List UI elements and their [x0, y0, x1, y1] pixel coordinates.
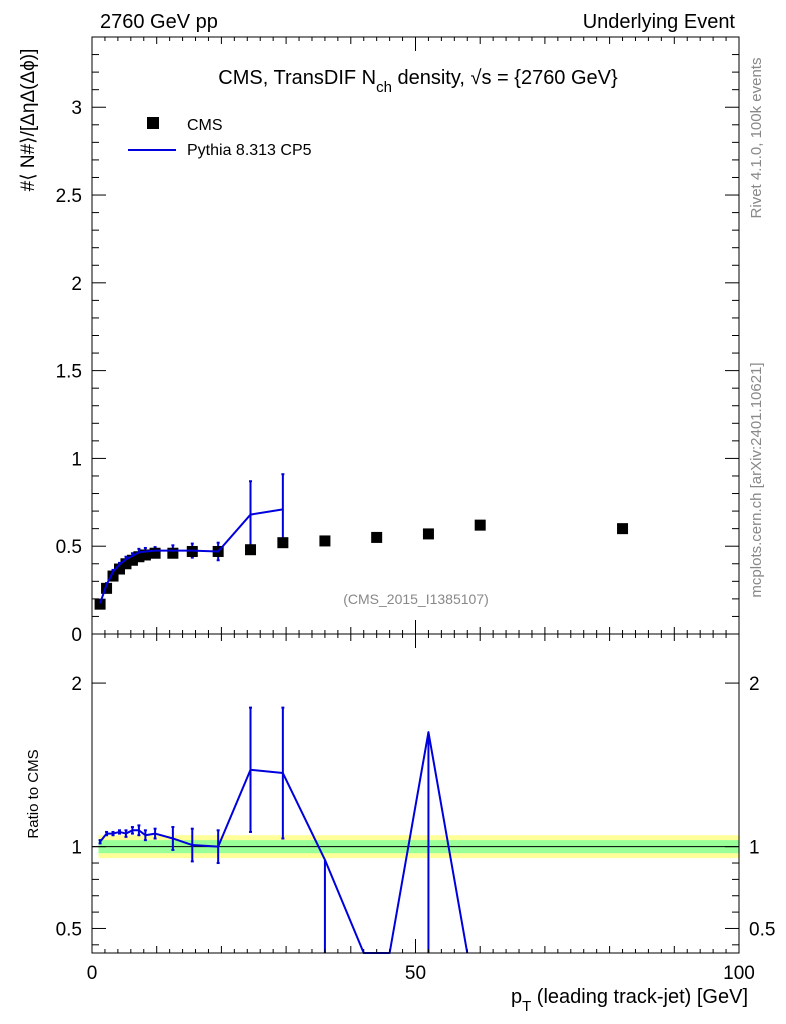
cms-data-point: [149, 547, 161, 559]
cms-data-point: [94, 598, 106, 610]
main-y-tick-label: 3: [71, 98, 82, 119]
ratio-data-marks: [98, 706, 469, 954]
analysis-watermark: (CMS_2015_I1385107): [343, 591, 489, 607]
ratio-y-tick-label-right: 2: [749, 674, 760, 695]
x-tick-label: 100: [723, 963, 755, 984]
header-right-label: Underlying Event: [583, 11, 736, 33]
cms-data-point: [245, 544, 257, 556]
main-y-tick-label: 0.5: [56, 537, 82, 558]
legend-cms-label: CMS: [187, 117, 223, 134]
ratio-plot-frame: [91, 633, 740, 954]
cms-data-point: [133, 551, 145, 563]
main-y-tick-label: 2: [71, 274, 82, 295]
cms-data-point: [474, 519, 486, 531]
cms-data-point: [617, 523, 629, 535]
ratio-plot-panel: 0.5 0.5 1 1 2 2 0 50 100 Ratio to CMS pT (leadin…: [25, 633, 776, 1015]
main-plot-panel: 0 0.5 1 1.5 2 2.5 3 (CMS_2015_I1385107) CMS, T…: [18, 36, 740, 646]
x-tick-label: 50: [405, 963, 426, 984]
ratio-y-tick-label-left: 1: [71, 838, 82, 859]
legend: CMS Pythia 8.313 CP5: [128, 117, 312, 159]
cms-data-point: [101, 582, 113, 594]
main-axis-ticks: [91, 37, 740, 635]
cms-data-point: [319, 535, 331, 547]
ratio-y-tick-label-left: 0.5: [56, 919, 82, 940]
x-axis-label-main: p: [511, 986, 522, 1008]
main-data-marks: [94, 473, 629, 610]
mcplots-label: mcplots.cern.ch [arXiv:2401.10621]: [748, 362, 765, 597]
cms-data-point: [120, 558, 132, 570]
chart-title: CMS, TransDIF Nch density, √s = {2760 Ge…: [218, 67, 618, 96]
cms-data-point: [371, 531, 383, 543]
main-y-tick-label: 1.5: [56, 362, 82, 383]
legend-pythia-label: Pythia 8.313 CP5: [187, 142, 312, 159]
ratio-tick-labels: 0.5 0.5 1 1 2 2 0 50 100: [56, 674, 776, 984]
x-axis-label: pT (leading track-jet) [GeV]: [511, 986, 748, 1015]
x-tick-label: 0: [87, 963, 98, 984]
ratio-y-tick-label-left: 2: [71, 674, 82, 695]
cms-data-point: [167, 547, 179, 559]
x-axis-label-tail: (leading track-jet) [GeV]: [531, 986, 748, 1008]
cms-data-point: [422, 528, 434, 540]
chart-title-tail: density, √s = {2760 GeV}: [392, 67, 618, 89]
ratio-y-tick-label-right: 1: [749, 838, 760, 859]
chart-title-main: CMS, TransDIF N: [218, 67, 376, 89]
cms-data-point: [277, 537, 289, 549]
main-y-axis-label: #⟨ N#⟩/[ΔηΔ(Δϕ)]: [18, 49, 39, 192]
ratio-y-axis-label: Ratio to CMS: [25, 749, 42, 838]
pythia-series-line: [99, 508, 284, 604]
main-y-tick-label: 0: [71, 625, 82, 646]
ratio-y-tick-label-right: 0.5: [749, 919, 775, 940]
legend-cms-marker: [147, 117, 159, 129]
main-y-tick-label: 2.5: [56, 186, 82, 207]
rivet-version-label: Rivet 4.1.0, 100k events: [748, 58, 765, 219]
ratio-axis-ticks: [91, 634, 740, 953]
x-axis-label-subscript: T: [522, 998, 531, 1015]
cms-data-point: [113, 563, 125, 575]
header-left-label: 2760 GeV pp: [100, 11, 218, 33]
main-y-tick-labels: 0 0.5 1 1.5 2 2.5 3: [56, 98, 82, 646]
cms-data-point: [126, 554, 138, 566]
cms-data-point: [107, 570, 119, 582]
main-y-tick-label: 1: [71, 449, 82, 470]
ratio-uncertainty-bands: [92, 835, 740, 859]
cms-data-point: [139, 549, 151, 561]
chart-title-subscript: ch: [376, 79, 392, 96]
